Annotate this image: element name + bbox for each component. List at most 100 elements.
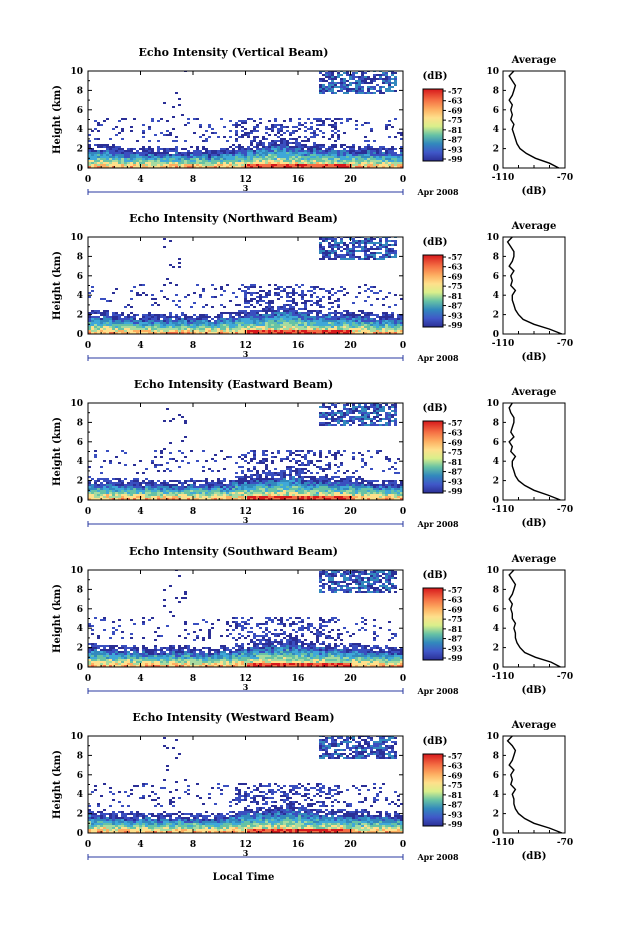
y-tick-label: 4	[77, 291, 83, 301]
avg-y-tick-label: 0	[493, 496, 499, 506]
avg-y-tick-label: 2	[493, 477, 499, 487]
y-tick-label: 2	[77, 477, 83, 487]
colorbar-tick-label: -63	[448, 428, 463, 438]
x-tick-label: 0	[400, 175, 406, 185]
colorbar-tick-label: -69	[448, 105, 463, 115]
x-tick-label: 4	[137, 507, 143, 517]
heatmap	[88, 736, 403, 833]
y-tick-label: 0	[77, 663, 83, 673]
avg-title: Average	[511, 720, 557, 731]
avg-frame	[502, 70, 566, 169]
avg-title: Average	[511, 387, 557, 398]
avg-y-tick-label: 4	[493, 125, 499, 135]
y-tick-label: 6	[77, 438, 83, 448]
x-tick-label: 12	[239, 507, 252, 517]
avg-y-tick-label: 0	[493, 663, 499, 673]
panel-title: Echo Intensity (Southward Beam)	[129, 545, 338, 558]
avg-y-tick-label: 8	[493, 86, 499, 96]
avg-profile-line	[508, 402, 561, 501]
x-tick-label: 12	[239, 840, 252, 850]
y-tick-label: 10	[70, 399, 83, 409]
y-tick-label: 10	[70, 67, 83, 77]
month-label: Apr 2008	[416, 353, 459, 363]
panel-title: Echo Intensity (Westward Beam)	[132, 711, 334, 724]
y-tick-label: 8	[77, 585, 83, 595]
y-tick-label: 4	[77, 790, 83, 800]
avg-title: Average	[511, 221, 557, 232]
panel-title: Echo Intensity (Eastward Beam)	[134, 378, 333, 391]
x-tick-label: 0	[400, 341, 406, 351]
x-tick-label: 20	[344, 175, 357, 185]
colorbar-title: (dB)	[423, 736, 448, 747]
y-tick-label: 8	[77, 86, 83, 96]
x-tick-label: 20	[344, 507, 357, 517]
colorbar-tick-label: -81	[448, 790, 462, 800]
colorbar	[422, 254, 444, 328]
panel-3: Echo Intensity (Southward Beam) 0 2 4 6 8 10 0 4…	[52, 545, 573, 696]
avg-x-tick-label: -110	[492, 838, 515, 848]
y-tick-label: 2	[77, 311, 83, 321]
avg-x-label: (dB)	[522, 186, 547, 197]
colorbar-tick-label: -81	[448, 125, 462, 135]
colorbar-tick-label: -81	[448, 291, 462, 301]
colorbar-tick-label: -69	[448, 271, 463, 281]
colorbar-tick-label: -75	[448, 281, 462, 291]
colorbar	[422, 420, 444, 494]
colorbar-tick-label: -87	[448, 301, 462, 311]
colorbar	[422, 753, 444, 827]
panel-title: Echo Intensity (Northward Beam)	[129, 212, 338, 225]
x-tick-label: 0	[400, 674, 406, 684]
y-tick-label: 6	[77, 771, 83, 781]
colorbar-tick-label: -99	[448, 154, 463, 164]
avg-y-tick-label: 2	[493, 644, 499, 654]
y-tick-label: 0	[77, 496, 83, 506]
heatmap	[88, 71, 403, 168]
date-label: 3	[243, 515, 249, 525]
colorbar-tick-label: -63	[448, 96, 463, 106]
avg-x-label: (dB)	[522, 518, 547, 529]
avg-y-tick-label: 6	[493, 605, 499, 615]
avg-x-tick-label: -110	[492, 173, 515, 183]
y-tick-label: 10	[70, 233, 83, 243]
avg-x-tick-label: -110	[492, 672, 515, 682]
x-tick-label: 16	[292, 840, 305, 850]
date-label: 3	[243, 848, 249, 858]
month-label: Apr 2008	[416, 686, 459, 696]
colorbar-tick-label: -63	[448, 761, 463, 771]
avg-y-tick-label: 10	[486, 399, 499, 409]
avg-x-label: (dB)	[522, 685, 547, 696]
x-tick-label: 20	[344, 674, 357, 684]
panel-1: Echo Intensity (Northward Beam) 0 2 4 6 8 10 0 4…	[52, 212, 573, 363]
avg-y-tick-label: 4	[493, 457, 499, 467]
y-axis-label: Height (km)	[52, 584, 63, 653]
avg-x-label: (dB)	[522, 851, 547, 862]
x-tick-label: 20	[344, 840, 357, 850]
colorbar-tick-label: -57	[448, 751, 462, 761]
x-tick-label: 16	[292, 341, 305, 351]
colorbar	[422, 88, 444, 162]
panel-2: Echo Intensity (Eastward Beam) 0 2 4 6 8 10 0 4 8…	[52, 378, 573, 529]
x-tick-label: 20	[344, 341, 357, 351]
x-tick-label: 4	[137, 840, 143, 850]
y-tick-label: 4	[77, 125, 83, 135]
y-tick-label: 6	[77, 605, 83, 615]
colorbar-tick-label: -87	[448, 467, 462, 477]
avg-y-tick-label: 4	[493, 624, 499, 634]
y-tick-label: 0	[77, 829, 83, 839]
x-axis-label: Local Time	[213, 872, 275, 883]
heatmap	[88, 403, 403, 500]
month-label: Apr 2008	[416, 187, 459, 197]
avg-y-tick-label: 2	[493, 145, 499, 155]
y-axis-label: Height (km)	[52, 750, 63, 819]
colorbar-tick-label: -63	[448, 595, 463, 605]
avg-x-tick-label: -110	[492, 505, 515, 515]
colorbar-tick-label: -99	[448, 819, 463, 829]
colorbar-title: (dB)	[423, 237, 448, 248]
y-tick-label: 2	[77, 145, 83, 155]
y-tick-label: 4	[77, 457, 83, 467]
heatmap	[88, 237, 403, 334]
x-tick-label: 12	[239, 175, 252, 185]
x-tick-label: 12	[239, 674, 252, 684]
avg-x-tick-label: -70	[557, 672, 573, 682]
colorbar-tick-label: -93	[448, 144, 463, 154]
